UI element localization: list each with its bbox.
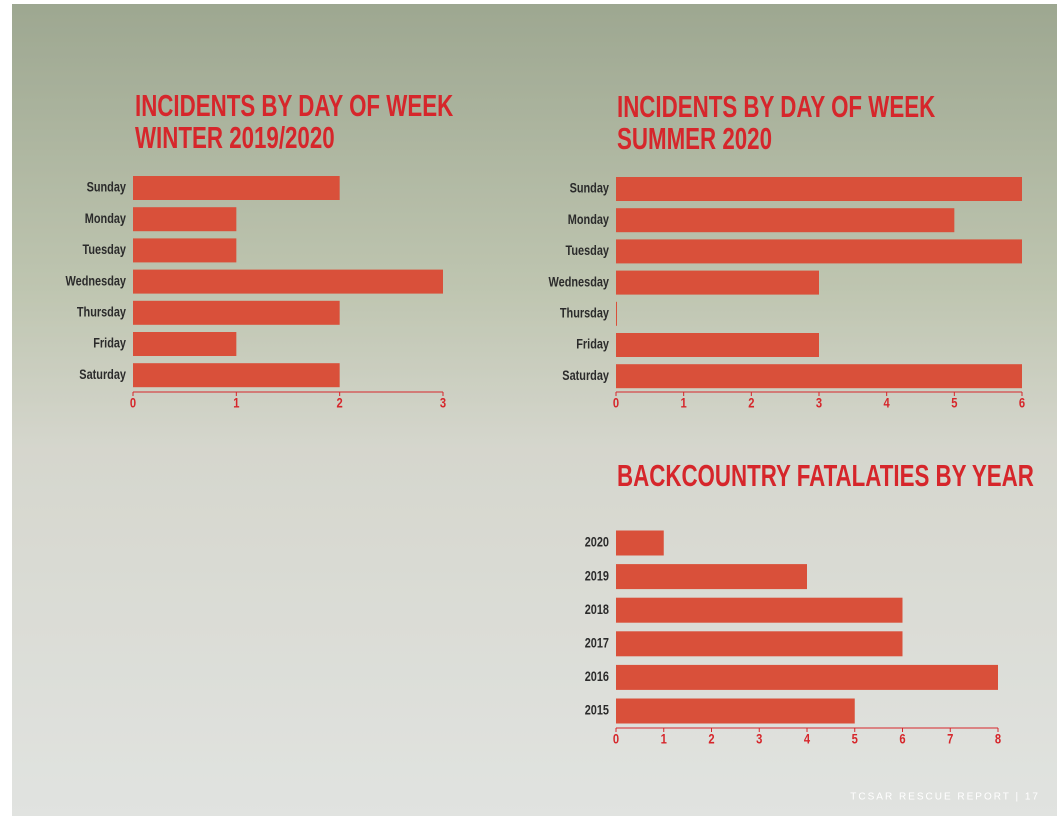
x-tick-label: 8 [995,732,1001,747]
bar [616,631,903,656]
x-tick-label: 3 [440,396,446,411]
bar [616,598,903,623]
chart-title: INCIDENTS BY DAY OF WEEK [135,89,454,123]
bar [616,239,1022,263]
bar [616,302,617,326]
y-tick-label: Tuesday [83,242,126,258]
bar [133,207,236,231]
x-tick-label: 6 [1019,396,1025,411]
y-tick-label: 2019 [585,568,609,584]
x-tick-label: 2 [748,396,754,411]
x-tick-label: 0 [130,396,136,411]
y-tick-label: Thursday [77,304,126,320]
y-tick-label: 2016 [585,669,609,685]
bar [616,364,1022,388]
y-tick-label: Sunday [570,180,609,196]
x-tick-label: 1 [661,732,667,747]
x-tick-label: 6 [899,732,905,747]
x-tick-label: 0 [613,396,619,411]
bar [133,332,236,356]
y-tick-label: 2017 [585,635,609,651]
y-tick-label: Friday [93,335,126,351]
chart-subtitle: SUMMER 2020 [617,122,772,156]
bar [133,238,236,262]
bar [616,699,855,724]
page: TCSAR RESCUE REPORT | 17 INCIDENTS BY DA… [0,0,1057,820]
y-tick-label: Tuesday [566,243,609,259]
x-tick-label: 5 [852,732,858,747]
y-tick-label: Saturday [562,368,609,384]
y-tick-label: 2018 [585,602,609,618]
bar [133,176,340,200]
y-tick-label: Wednesday [66,273,126,289]
bar [133,270,443,294]
y-tick-label: Monday [568,212,609,228]
bar [616,177,1022,201]
bar [133,301,340,325]
x-tick-label: 3 [756,732,762,747]
x-tick-label: 2 [708,732,714,747]
x-tick-label: 7 [947,732,953,747]
bar [616,271,819,295]
y-tick-label: Monday [85,211,126,227]
y-tick-label: 2015 [585,702,609,718]
x-tick-label: 1 [681,396,687,411]
x-tick-label: 0 [613,732,619,747]
x-tick-label: 4 [804,732,810,747]
report-page: TCSAR RESCUE REPORT | 17 INCIDENTS BY DA… [0,0,1057,820]
x-tick-label: 4 [884,396,890,411]
bar [616,665,998,690]
bar [616,333,819,357]
y-tick-label: 2020 [585,534,609,550]
bar [616,564,807,589]
bar [616,531,664,556]
x-tick-label: 3 [816,396,822,411]
x-tick-label: 5 [951,396,957,411]
chart-subtitle: WINTER 2019/2020 [135,121,335,155]
bar [616,208,954,232]
y-tick-label: Friday [576,336,609,352]
footer: TCSAR RESCUE REPORT | 17 [850,792,1040,803]
y-tick-label: Saturday [79,367,126,383]
y-tick-label: Thursday [560,305,609,321]
y-tick-label: Wednesday [549,274,609,290]
x-tick-label: 1 [233,396,239,411]
bar [133,363,340,387]
chart-title: INCIDENTS BY DAY OF WEEK [617,90,936,124]
x-tick-label: 2 [337,396,343,411]
chart-title: BACKCOUNTRY FATALATIES BY YEAR [617,459,1034,493]
y-tick-label: Sunday [87,179,126,195]
